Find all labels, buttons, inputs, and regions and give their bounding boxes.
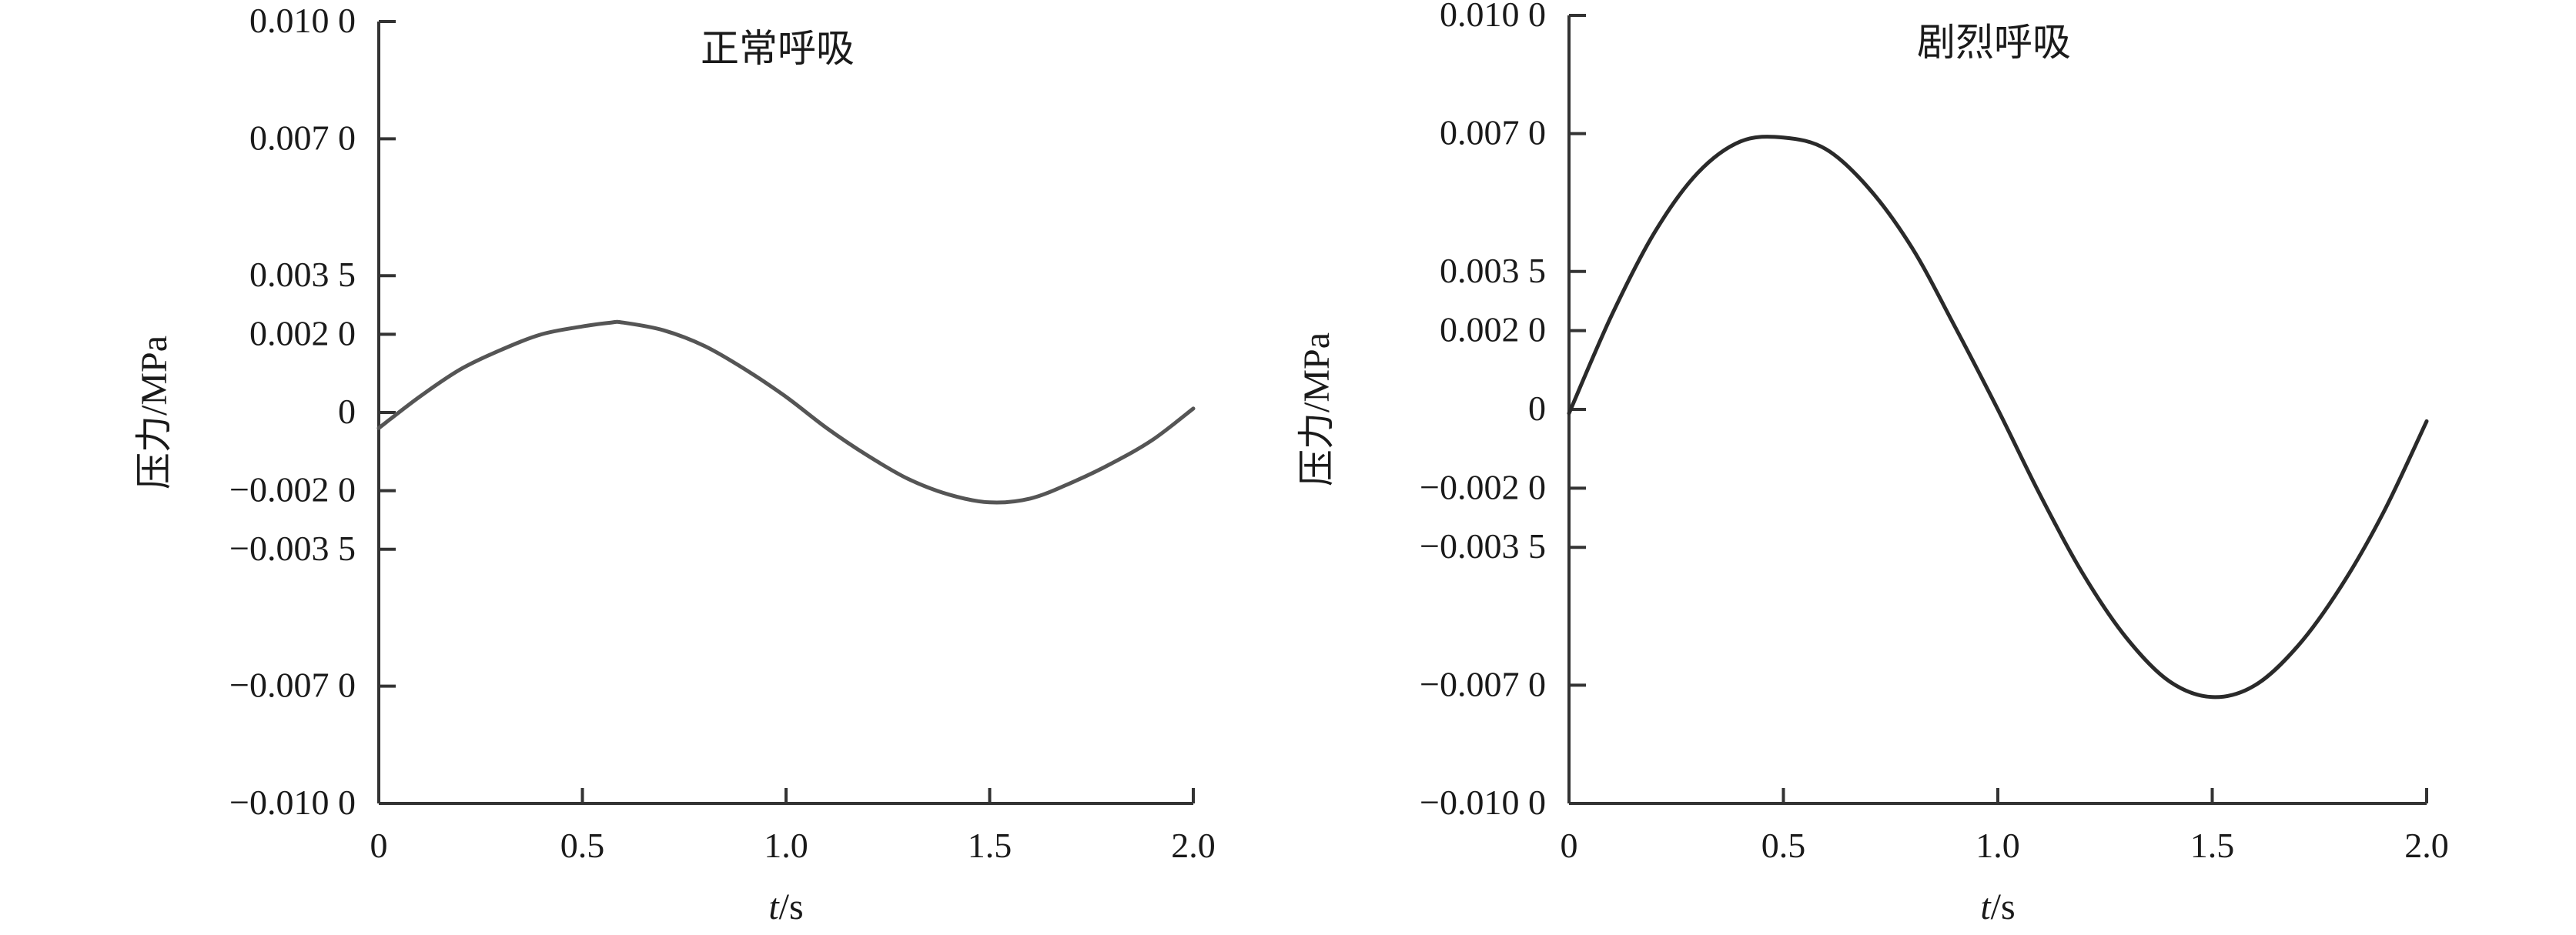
y-tick-label: 0.002 0 bbox=[249, 313, 356, 352]
chart-panel-intense-breathing: 0.010 0 0.007 0 0.003 5 0.002 0 0 −0.002 0 −0.… bbox=[1296, 0, 2449, 927]
y-tick-label: 0.003 5 bbox=[249, 255, 356, 294]
x-tick-label: 0 bbox=[1561, 826, 1578, 865]
series-line bbox=[1567, 135, 2429, 700]
y-axis-label: 压力/MPa bbox=[134, 336, 175, 489]
y-tick-label: 0.003 5 bbox=[1440, 251, 1546, 290]
y-tick-label: 0.010 0 bbox=[1440, 0, 1546, 34]
y-tick-label: −0.002 0 bbox=[229, 470, 356, 509]
series-line bbox=[376, 319, 1196, 505]
x-tick-label: 0.5 bbox=[1761, 826, 1806, 865]
x-axis-label-variable: t bbox=[768, 887, 780, 927]
chart-panel-normal-breathing: 0.010 0 0.007 0 0.003 5 0.002 0 0 −0.002 0 −0.… bbox=[134, 1, 1216, 927]
y-axis-label: 压力/MPa bbox=[1296, 332, 1337, 486]
y-tick-label: 0 bbox=[1528, 389, 1546, 428]
y-tick-label: −0.010 0 bbox=[229, 783, 356, 822]
y-tick-label: −0.010 0 bbox=[1420, 783, 1546, 822]
chart-title: 正常呼吸 bbox=[701, 26, 855, 71]
x-axis-label-unit: /s bbox=[1991, 887, 2016, 927]
chart-title: 剧烈呼吸 bbox=[1917, 20, 2071, 65]
y-tick-label: −0.003 5 bbox=[229, 529, 356, 568]
y-tick-label: 0.002 0 bbox=[1440, 310, 1546, 349]
y-tick-label: 0.010 0 bbox=[249, 1, 356, 40]
y-tick-label: −0.007 0 bbox=[229, 666, 356, 705]
x-tick-label: 0.5 bbox=[560, 826, 605, 865]
y-tick-label: 0.007 0 bbox=[249, 118, 356, 157]
x-axis-label: t/s bbox=[1980, 887, 2015, 927]
y-tick-label: −0.003 5 bbox=[1420, 526, 1546, 566]
x-tick-label: 1.5 bbox=[2190, 826, 2235, 865]
x-axis-label-variable: t bbox=[1980, 887, 1992, 927]
x-tick-label: 0 bbox=[370, 826, 388, 865]
x-tick-label: 1.0 bbox=[1975, 826, 2020, 865]
x-axis-label-unit: /s bbox=[779, 887, 804, 927]
x-tick-label: 1.0 bbox=[764, 826, 808, 865]
x-axis-label: t/s bbox=[768, 887, 803, 927]
x-tick-label: 1.5 bbox=[968, 826, 1012, 865]
y-tick-label: −0.002 0 bbox=[1420, 467, 1546, 506]
y-tick-label: 0.007 0 bbox=[1440, 113, 1546, 152]
y-tick-label: −0.007 0 bbox=[1420, 664, 1546, 703]
x-tick-label: 2.0 bbox=[1171, 826, 1216, 865]
x-tick-label: 2.0 bbox=[2404, 826, 2449, 865]
y-tick-label: 0 bbox=[338, 392, 356, 431]
